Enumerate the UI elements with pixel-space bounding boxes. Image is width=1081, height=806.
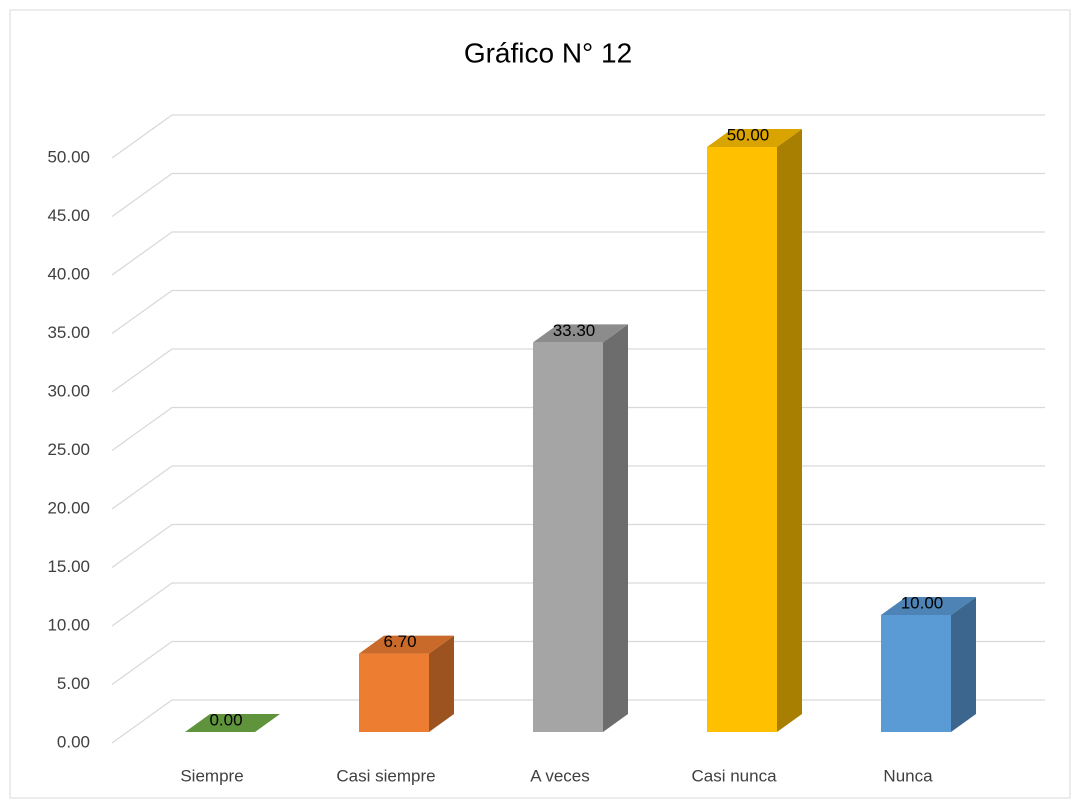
bar bbox=[533, 342, 603, 732]
bar-top bbox=[533, 324, 628, 343]
data-label: 33.30 bbox=[553, 321, 596, 340]
x-tick-label: Casi siempre bbox=[336, 766, 435, 785]
x-tick-label: A veces bbox=[530, 766, 590, 785]
data-label: 10.00 bbox=[901, 593, 944, 612]
y-tick-label: 40.00 bbox=[47, 264, 90, 283]
grid-line bbox=[111, 114, 1045, 159]
bar-top bbox=[707, 129, 802, 147]
y-tick-label: 25.00 bbox=[47, 440, 90, 459]
x-tick-label: Casi nunca bbox=[691, 766, 777, 785]
x-tick-label: Siempre bbox=[180, 766, 243, 785]
y-tick-label: 5.00 bbox=[57, 674, 90, 693]
bar-top bbox=[881, 597, 976, 615]
y-tick-label: 0.00 bbox=[57, 732, 90, 751]
bar-top bbox=[185, 714, 280, 732]
bar-top bbox=[359, 635, 454, 654]
y-tick-label: 50.00 bbox=[47, 147, 90, 166]
bar bbox=[881, 615, 951, 732]
y-tick-label: 30.00 bbox=[47, 381, 90, 400]
data-label: 0.00 bbox=[209, 710, 242, 729]
bar-side bbox=[429, 635, 454, 732]
data-label: 50.00 bbox=[727, 125, 770, 144]
y-tick-label: 35.00 bbox=[47, 323, 90, 342]
bar-side bbox=[777, 129, 802, 732]
y-tick-label: 45.00 bbox=[47, 206, 90, 225]
bar-side bbox=[951, 597, 976, 732]
y-tick-label: 15.00 bbox=[47, 557, 90, 576]
bar-side bbox=[603, 324, 628, 732]
bar bbox=[359, 653, 429, 732]
y-tick-label: 20.00 bbox=[47, 498, 90, 517]
bar bbox=[707, 147, 777, 732]
data-label: 6.70 bbox=[383, 632, 416, 651]
y-tick-label: 10.00 bbox=[47, 615, 90, 634]
chart-title: Gráfico N° 12 bbox=[464, 37, 632, 68]
x-tick-label: Nunca bbox=[883, 766, 933, 785]
